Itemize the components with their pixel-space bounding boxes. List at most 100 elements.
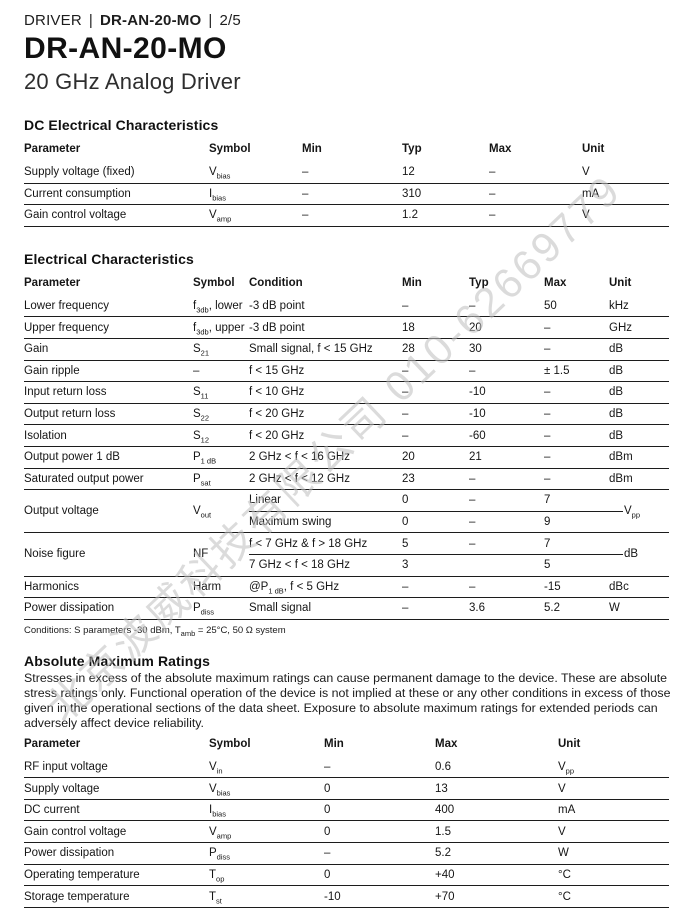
condition-cell: 7 GHz < f < 18 GHz xyxy=(249,554,402,577)
unit-cell: V xyxy=(582,204,669,227)
symbol-cell: Tst xyxy=(209,885,324,908)
min-cell: – xyxy=(302,204,402,227)
min-cell: – xyxy=(324,756,435,779)
symbol-cell: f3db, upper xyxy=(193,316,249,339)
column-header: Typ xyxy=(402,143,422,155)
max-cell: – xyxy=(544,403,609,426)
column-header: Symbol xyxy=(209,143,251,155)
condition-cell: -3 dB point xyxy=(249,316,402,339)
min-cell: 3 xyxy=(402,554,469,577)
max-cell: 0.6 xyxy=(435,756,558,779)
table-row: RF input voltage Vin –0.6 Vpp xyxy=(24,756,669,779)
column-header: Symbol xyxy=(193,276,235,289)
unit-cell: Vpp xyxy=(609,489,669,534)
condition-cell: f < 20 GHz xyxy=(249,424,402,447)
parameter-cell: Output voltage xyxy=(24,489,193,534)
unit-cell: dB xyxy=(609,360,669,383)
min-cell: 0 xyxy=(324,820,435,844)
condition-cell: f < 15 GHz xyxy=(249,360,402,383)
breadcrumb: DRIVER | DR-AN-20-MO | 2/5 xyxy=(24,12,669,29)
page-number: 2/5 xyxy=(219,12,241,29)
symbol-cell: Ibias xyxy=(209,183,302,206)
unit-cell: V xyxy=(582,162,669,184)
breadcrumb-separator: | xyxy=(208,12,213,29)
symbol-cell: S22 xyxy=(193,403,249,426)
typ-cell: -60 xyxy=(469,424,544,447)
table-row: Gain ripple – f < 15 GHz – – ± 1.5 dB xyxy=(24,360,669,383)
parameter-cell: Harmonics xyxy=(24,576,193,599)
table-row: Input return loss S11 f < 10 GHz – -10– dB xyxy=(24,381,669,404)
parameter-cell: Saturated output power xyxy=(24,468,193,491)
parameter-cell: Upper frequency xyxy=(24,316,193,339)
parameter-cell: Supply voltage (fixed) xyxy=(24,162,209,184)
parameter-cell: Gain ripple xyxy=(24,360,193,383)
condition-cell: Maximum swing xyxy=(249,511,402,534)
unit-cell: °C xyxy=(558,864,669,887)
condition-cell: Small signal, f < 15 GHz xyxy=(249,338,402,361)
condition-cell: 2 GHz < f < 12 GHz xyxy=(249,468,402,491)
max-cell: +70 xyxy=(435,885,558,908)
parameter-cell: Input return loss xyxy=(24,381,193,404)
parameter-cell: Power dissipation xyxy=(24,597,193,620)
typ-cell: 12 xyxy=(402,162,489,184)
typ-cell: – xyxy=(469,468,544,491)
symbol-cell: Harm xyxy=(193,576,249,599)
max-cell: 9 xyxy=(544,511,609,534)
section-heading-ec: Electrical Characteristics xyxy=(24,250,194,267)
table-row: Current consumption Ibias –310– mA xyxy=(24,183,669,206)
parameter-cell: Gain xyxy=(24,338,193,361)
column-header: Unit xyxy=(609,276,632,289)
page-header: DRIVER | DR-AN-20-MO | 2/5 DR-AN-20-MO 20 GH… xyxy=(24,12,669,95)
unit-cell: dB xyxy=(609,532,669,577)
table-row: Isolation S12 f < 20 GHz – -60– dB xyxy=(24,424,669,447)
table-row: Supply voltage Vbias 0 13 V xyxy=(24,777,669,800)
typ-cell: 3.6 xyxy=(469,597,544,620)
table-row: Output return loss S22 f < 20 GHz – -10– dB xyxy=(24,403,669,426)
parameter-cell: Current consumption xyxy=(24,183,209,206)
table-row: Gain control voltage Vamp 0 1.5 V xyxy=(24,820,669,844)
condition-cell: Linear xyxy=(249,489,402,512)
column-header: Min xyxy=(324,737,344,750)
table-row: Power dissipation Pdiss Small signal –3.6 5.… xyxy=(24,597,669,620)
min-cell: – xyxy=(402,403,469,426)
max-cell: – xyxy=(489,183,582,206)
typ-cell: 21 xyxy=(469,446,544,469)
symbol-cell: Ibias xyxy=(209,799,324,822)
max-cell: 50 xyxy=(544,295,609,318)
typ-cell: -10 xyxy=(469,403,544,426)
condition-cell: @P1 dB, f < 5 GHz xyxy=(249,576,402,599)
symbol-cell: Pdiss xyxy=(193,597,249,620)
min-cell: 28 xyxy=(402,338,469,361)
unit-cell: mA xyxy=(558,799,669,822)
min-cell: – xyxy=(302,183,402,206)
unit-cell: mA xyxy=(582,183,669,206)
parameter-cell: Operating temperature xyxy=(24,864,209,887)
symbol-cell: S21 xyxy=(193,338,249,361)
page-title: DR-AN-20-MO xyxy=(24,32,227,65)
typ-cell: – xyxy=(469,489,544,512)
max-cell: 13 xyxy=(435,777,558,800)
typ-cell: – xyxy=(469,576,544,599)
max-cell: 5.2 xyxy=(435,842,558,865)
condition-cell: Small signal xyxy=(249,597,402,620)
table-row: Maximum swing 0–9 xyxy=(24,511,669,534)
breadcrumb-model: DR-AN-20-MO xyxy=(99,12,202,29)
column-header: Typ xyxy=(469,276,489,289)
parameter-cell: DC current xyxy=(24,799,209,822)
unit-cell: dBm xyxy=(609,446,669,469)
parameter-cell: Output return loss xyxy=(24,403,193,426)
section-heading-dc: DC Electrical Characteristics xyxy=(24,117,219,133)
symbol-cell: Vin xyxy=(209,756,324,779)
max-cell: – xyxy=(544,316,609,339)
symbol-cell: Vbias xyxy=(209,162,302,184)
unit-cell: GHz xyxy=(609,316,669,339)
min-cell: 0 xyxy=(402,511,469,534)
unit-cell: dBc xyxy=(609,576,669,599)
table-row: Operating temperature Top 0 +40 °C xyxy=(24,864,669,887)
max-cell: – xyxy=(544,338,609,361)
max-cell: 5 xyxy=(544,554,609,577)
typ-cell: 30 xyxy=(469,338,544,361)
symbol-cell: Top xyxy=(209,864,324,887)
max-cell: 5.2 xyxy=(544,597,609,620)
